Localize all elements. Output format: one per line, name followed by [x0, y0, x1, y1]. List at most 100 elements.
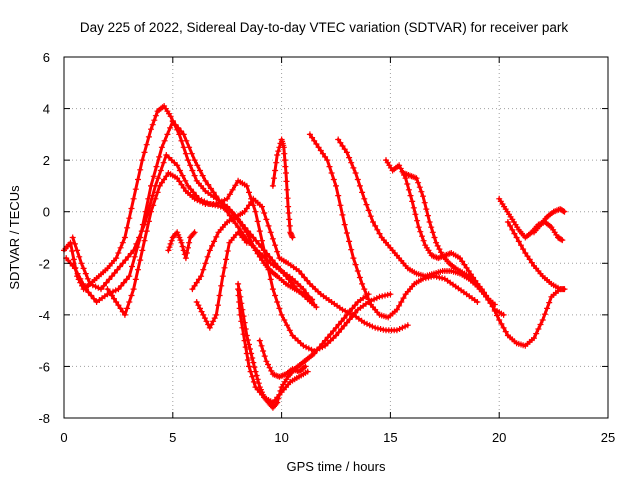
data-point [265, 266, 272, 273]
series-arc-3 [69, 152, 320, 311]
data-point [235, 224, 242, 231]
data-point [286, 216, 293, 223]
data-point [255, 240, 262, 247]
data-point [438, 249, 444, 256]
plot-frame [63, 56, 609, 419]
data-point [335, 329, 342, 336]
data-point [459, 258, 466, 265]
series-arc-1 [61, 103, 316, 303]
data-point [199, 199, 206, 206]
data-point [195, 302, 202, 309]
data-point [182, 150, 189, 157]
data-point [124, 305, 131, 312]
data-point [273, 159, 280, 166]
data-point [335, 321, 342, 328]
data-point [498, 320, 505, 327]
data-point [393, 327, 400, 334]
data-point [118, 282, 125, 289]
data-point [339, 211, 346, 218]
data-point [420, 193, 426, 200]
series-line [308, 132, 479, 319]
data-point [539, 317, 546, 323]
data-point [225, 207, 232, 214]
data-point [253, 237, 259, 244]
data-point [106, 276, 113, 283]
data-point [417, 228, 424, 235]
data-point [151, 117, 158, 124]
data-point [220, 204, 227, 211]
data-point [199, 172, 206, 179]
data-point [256, 337, 263, 344]
data-point [537, 321, 544, 328]
data-point [158, 144, 165, 151]
data-point [70, 256, 77, 263]
data-point [267, 229, 274, 236]
data-point [541, 311, 548, 318]
data-point [317, 147, 324, 154]
data-point [115, 250, 122, 256]
data-point [272, 292, 279, 299]
data-point [114, 266, 121, 273]
data-point [373, 295, 380, 302]
data-point [274, 248, 281, 255]
data-point [533, 330, 540, 337]
data-point [106, 289, 113, 296]
data-point [356, 274, 363, 281]
data-point [322, 153, 329, 160]
data-point [304, 277, 311, 284]
data-point [371, 296, 378, 303]
data-point [461, 261, 468, 268]
data-point [200, 311, 207, 318]
data-point [272, 260, 279, 267]
data-point [112, 287, 119, 294]
data-point [122, 257, 129, 264]
data-point [531, 335, 537, 342]
data-point [80, 280, 86, 287]
data-point [224, 195, 231, 202]
data-point [303, 344, 310, 351]
data-point [206, 247, 213, 254]
data-point [218, 198, 225, 205]
data-point [298, 271, 305, 278]
data-point [185, 244, 191, 251]
data-point [356, 182, 363, 189]
data-point [463, 264, 470, 271]
data-point [259, 237, 265, 244]
data-point [149, 192, 156, 199]
data-point [242, 344, 249, 351]
data-point [125, 253, 132, 260]
data-point [197, 198, 203, 205]
data-point [164, 131, 171, 138]
series-arc-4 [104, 170, 394, 354]
data-point [424, 212, 431, 219]
data-point [194, 197, 201, 204]
data-point [174, 162, 181, 169]
data-point [319, 150, 326, 157]
series-line [106, 171, 392, 353]
data-point [119, 308, 126, 315]
data-point [263, 257, 270, 264]
data-point [284, 186, 290, 193]
data-point [272, 242, 279, 249]
data-point [286, 327, 293, 334]
data-point [311, 350, 318, 357]
data-point [244, 228, 251, 235]
chart-title: Day 225 of 2022, Sidereal Day-to-day VTE… [80, 20, 568, 35]
data-point [288, 279, 295, 286]
data-point [197, 167, 203, 174]
data-point [328, 170, 335, 176]
data-point [315, 144, 322, 151]
data-point [504, 219, 511, 225]
data-point [259, 203, 265, 210]
data-point [376, 230, 383, 237]
data-point [121, 311, 128, 318]
series-arc-18 [235, 286, 311, 406]
data-point [278, 311, 285, 318]
data-point [280, 270, 287, 276]
data-point [281, 157, 288, 164]
data-point [161, 176, 168, 183]
data-point [130, 286, 137, 293]
data-point [71, 265, 78, 272]
data-point [361, 286, 368, 293]
data-point [152, 112, 159, 119]
